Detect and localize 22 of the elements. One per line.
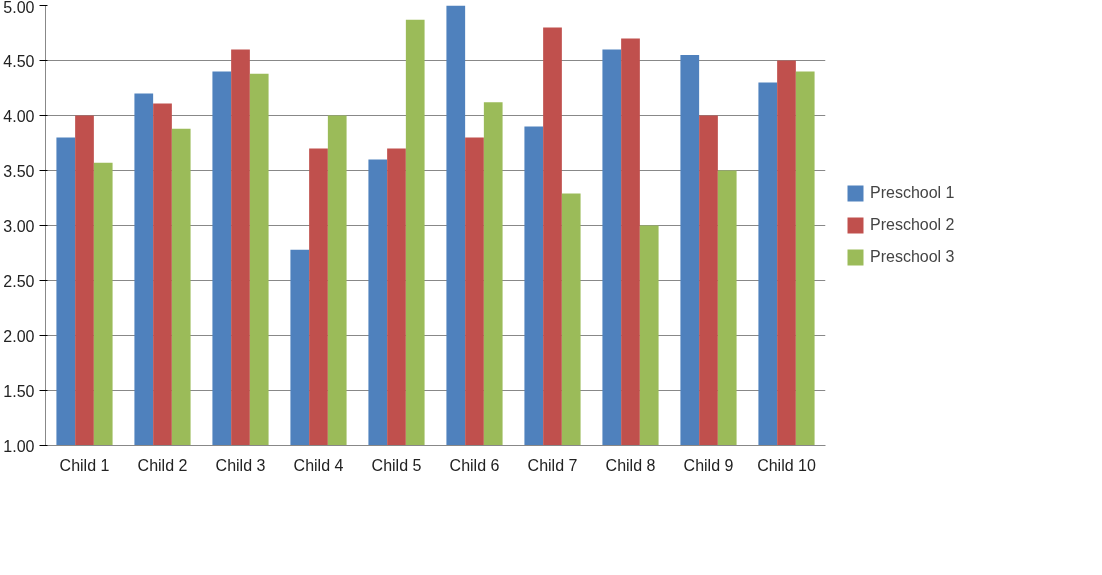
y-tick-label: 1.00 bbox=[3, 437, 35, 455]
y-tick-label: 5.00 bbox=[3, 0, 35, 16]
x-tick-label: Child 6 bbox=[449, 456, 500, 474]
x-tick-label: Child 1 bbox=[59, 456, 110, 474]
y-tick-label: 4.50 bbox=[3, 52, 35, 70]
x-tick-label: Child 7 bbox=[527, 456, 578, 474]
legend-label: Preschool 2 bbox=[870, 216, 955, 234]
x-tick-label: Child 9 bbox=[683, 456, 734, 474]
x-tick-label: Child 8 bbox=[605, 456, 656, 474]
y-tick-label: 1.50 bbox=[3, 382, 35, 400]
x-tick-label: Child 3 bbox=[215, 456, 266, 474]
y-tick-label: 3.00 bbox=[3, 217, 35, 235]
y-tick-label: 3.50 bbox=[3, 162, 35, 180]
legend-label: Preschool 1 bbox=[870, 184, 955, 202]
legend-label: Preschool 3 bbox=[870, 248, 955, 266]
x-tick-label: Child 2 bbox=[137, 456, 188, 474]
x-tick-label: Child 4 bbox=[293, 456, 344, 474]
x-tick-label: Child 10 bbox=[757, 456, 816, 474]
y-tick-label: 2.50 bbox=[3, 272, 35, 290]
x-tick-label: Child 5 bbox=[371, 456, 422, 474]
y-tick-label: 2.00 bbox=[3, 327, 35, 345]
y-tick-label: 4.00 bbox=[3, 107, 35, 125]
